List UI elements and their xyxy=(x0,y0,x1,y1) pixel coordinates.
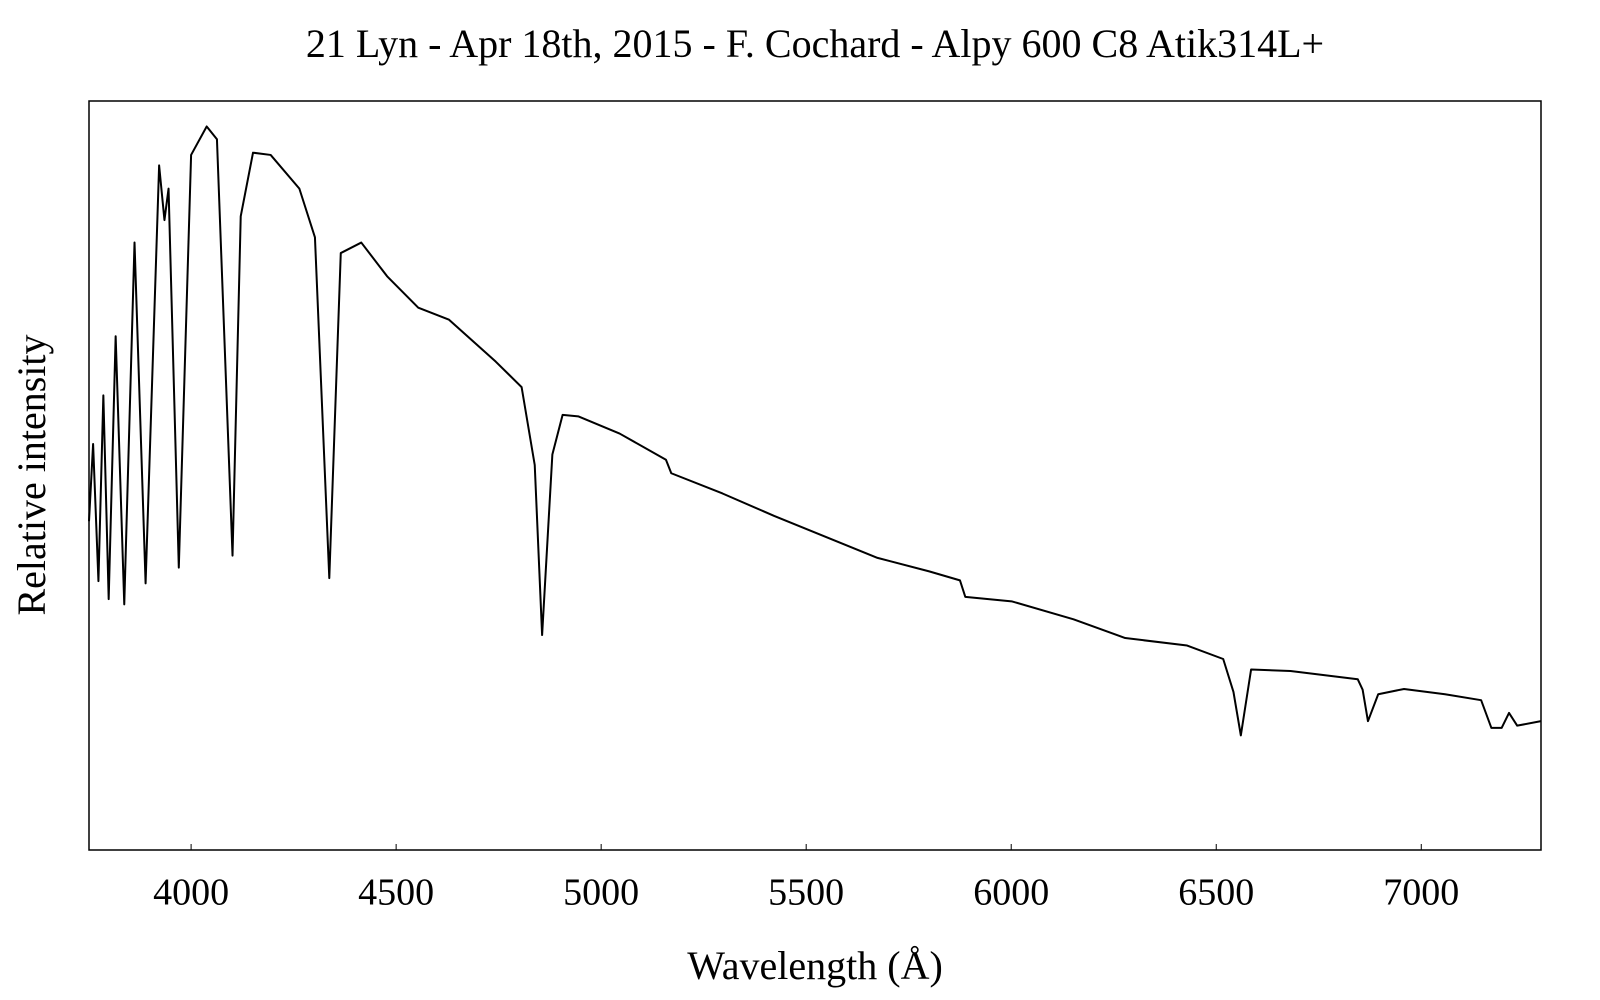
x-tick-label: 6000 xyxy=(973,872,1049,914)
spectrum-line xyxy=(88,125,1542,737)
x-tick-label: 6500 xyxy=(1178,872,1254,914)
y-axis-label: Relative intensity xyxy=(9,334,54,615)
plot-frame xyxy=(88,100,1542,851)
x-axis-label: Wavelength (Å) xyxy=(687,943,943,988)
x-tick-label: 7000 xyxy=(1383,872,1459,914)
x-tick-label: 4000 xyxy=(153,872,229,914)
x-tick-label: 5500 xyxy=(768,872,844,914)
x-tick-label: 5000 xyxy=(563,872,639,914)
chart-title: 21 Lyn - Apr 18th, 2015 - F. Cochard - A… xyxy=(306,21,1324,66)
x-tick-label: 4500 xyxy=(358,872,434,914)
